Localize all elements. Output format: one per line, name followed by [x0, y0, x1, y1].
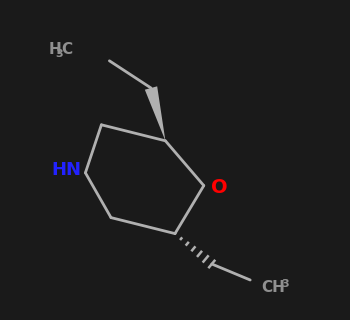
Text: O: O [211, 178, 228, 197]
Text: HN: HN [51, 161, 81, 179]
Text: H: H [49, 42, 61, 57]
Polygon shape [145, 86, 166, 141]
Text: 3: 3 [281, 278, 289, 289]
Text: CH: CH [261, 281, 285, 295]
Text: C: C [61, 42, 72, 57]
Text: 3: 3 [55, 49, 63, 59]
